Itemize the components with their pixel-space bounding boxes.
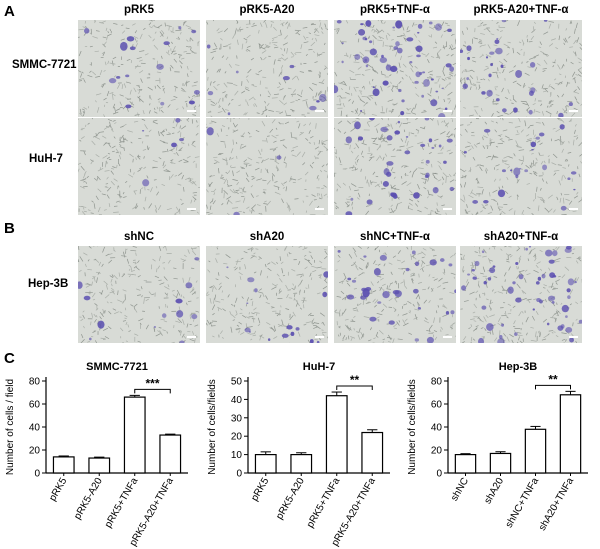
x-tick-label: pRK5+TNFa xyxy=(305,476,343,530)
bar xyxy=(254,453,277,474)
significance-bracket xyxy=(336,385,373,391)
y-tick-label: 0 xyxy=(236,469,242,480)
x-tick-label: pRK5-A20 xyxy=(274,476,307,522)
bar xyxy=(52,456,75,474)
column-label: shA20+TNF-α xyxy=(483,231,559,243)
micrograph xyxy=(78,118,200,215)
x-tick-label: pRK5 xyxy=(249,476,271,504)
y-axis-label: Number of cells / field xyxy=(5,379,16,475)
micrograph xyxy=(206,20,328,117)
bar-chart-smmc7721: SMMC-7721 Number of cells / field 0 20 40 60 8… xyxy=(5,361,188,548)
bar xyxy=(489,452,512,474)
panel-letter-a: A xyxy=(4,3,15,20)
bar xyxy=(159,434,182,474)
x-tick-label: pRK5-A20 xyxy=(72,476,105,522)
column-label: shNC+TNF-α xyxy=(360,231,430,243)
micrograph xyxy=(334,118,456,215)
x-tick-label: pRK5 xyxy=(47,476,69,504)
column-label: shA20 xyxy=(249,231,285,243)
micrograph xyxy=(334,20,456,117)
column-label: pRK5 xyxy=(123,4,155,16)
y-axis-label: Number of cells/fields xyxy=(207,379,218,475)
y-tick-label: 60 xyxy=(431,400,443,411)
bar xyxy=(123,396,146,474)
column-label: pRK5-A20 xyxy=(239,4,295,16)
chart-title: SMMC-7721 xyxy=(86,361,148,373)
x-tick-label: shA20 xyxy=(482,476,506,506)
significance-bracket xyxy=(134,388,171,394)
column-label: shNC xyxy=(123,231,155,243)
column-label: pRK5+TNF-α xyxy=(360,4,430,16)
micrograph xyxy=(78,246,200,343)
x-tick-label: shA20+TNFa xyxy=(537,476,576,533)
chart-title: Hep-3B xyxy=(499,361,538,373)
bar xyxy=(88,457,111,474)
bar xyxy=(361,431,384,474)
y-tick-label: 0 xyxy=(436,469,442,480)
y-axis-label: Number of cells/fields xyxy=(407,379,418,475)
row-label-smmc: SMMC-7721 xyxy=(12,59,77,71)
y-tick-label: 40 xyxy=(29,423,41,434)
significance-label: ** xyxy=(548,372,558,386)
significance-label: ** xyxy=(350,373,360,387)
x-tick-label: pRK5+TNFa xyxy=(103,476,141,530)
micrograph xyxy=(78,20,200,117)
y-tick-label: 0 xyxy=(34,469,40,480)
micrograph xyxy=(460,20,582,117)
x-tick-label: shNC+TNFa xyxy=(504,476,542,530)
column-label: pRK5-A20+TNF-α xyxy=(473,4,569,16)
micrograph xyxy=(334,246,456,343)
panel-letter-c: C xyxy=(4,350,15,367)
micrograph xyxy=(460,246,582,343)
chart-title: HuH-7 xyxy=(303,361,335,373)
x-tick-label: shNC xyxy=(449,476,471,503)
bar-chart-hep3b: Hep-3B Number of cells/fields 0 20 40 60 80 shN… xyxy=(407,361,588,533)
y-tick-label: 30 xyxy=(231,413,243,424)
y-tick-label: 50 xyxy=(231,377,243,388)
panel-letter-b: B xyxy=(4,220,15,237)
bar xyxy=(454,453,477,474)
bar xyxy=(290,453,313,474)
y-tick-label: 40 xyxy=(431,423,443,434)
bar xyxy=(559,394,582,474)
significance-label: *** xyxy=(145,376,159,390)
row-label-hep3b: Hep-3B xyxy=(28,278,69,290)
bar xyxy=(325,395,348,474)
bar-chart-huh7: HuH-7 Number of cells/fields 0 10 20 30 40 50 pR… xyxy=(207,361,390,548)
y-tick-label: 20 xyxy=(231,432,243,443)
y-tick-label: 20 xyxy=(29,446,41,457)
y-tick-label: 60 xyxy=(29,400,41,411)
y-tick-label: 80 xyxy=(431,377,443,388)
bar xyxy=(524,428,547,474)
y-tick-label: 10 xyxy=(231,450,243,461)
row-label-huh7: HuH-7 xyxy=(29,153,63,165)
micrograph xyxy=(206,118,328,215)
micrograph xyxy=(206,246,328,343)
y-tick-label: 40 xyxy=(231,395,243,406)
y-tick-label: 20 xyxy=(431,446,443,457)
micrograph xyxy=(460,118,582,215)
significance-bracket xyxy=(535,384,571,390)
y-tick-label: 80 xyxy=(29,377,41,388)
